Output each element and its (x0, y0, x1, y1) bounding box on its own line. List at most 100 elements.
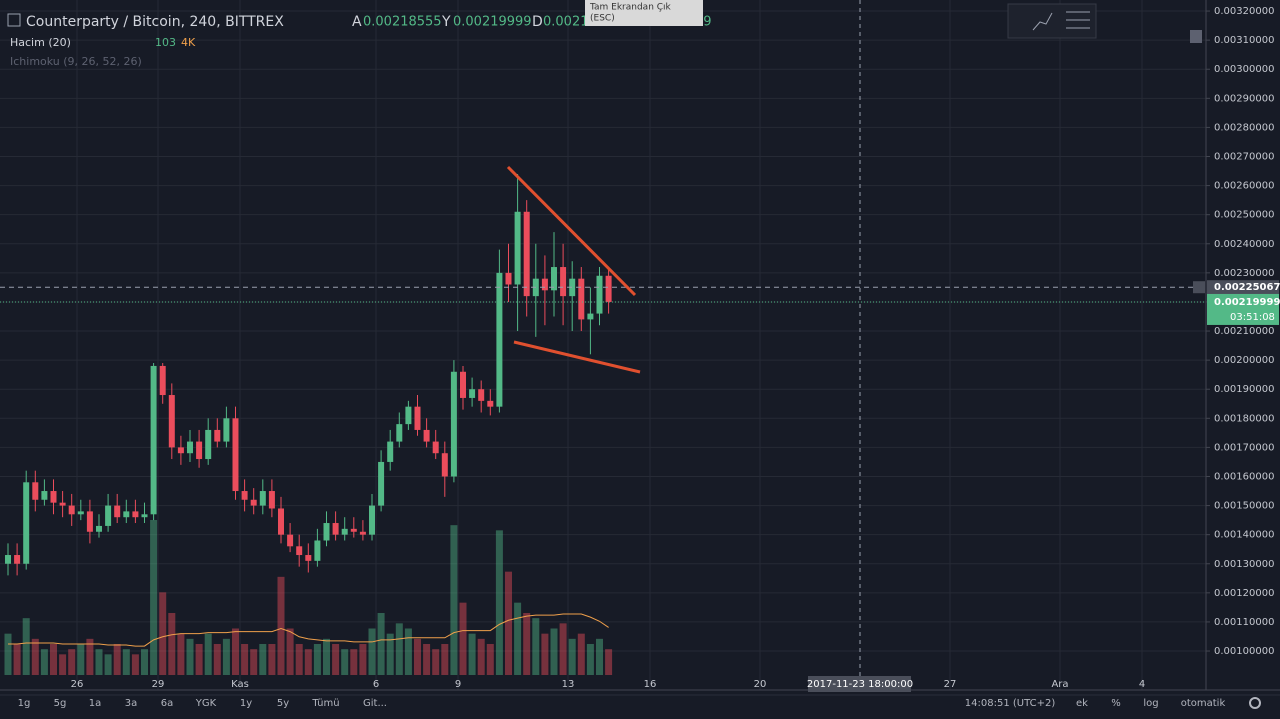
scroll-icon[interactable] (1190, 30, 1202, 43)
interval-button[interactable]: 1y (240, 698, 252, 709)
x-tick-label: 9 (455, 679, 461, 690)
candle-body (396, 424, 403, 442)
candle-body (77, 511, 84, 515)
volume-bar (341, 649, 349, 675)
volume-bar (505, 571, 512, 675)
candle-body (414, 406, 421, 430)
tooltip-text: Tam Ekrandan Çık (589, 3, 672, 13)
candle-body (232, 418, 239, 492)
interval-button[interactable]: 5g (54, 698, 67, 709)
drawing-toolbar[interactable] (1007, 3, 1097, 39)
candle-body (86, 511, 93, 532)
scale-option[interactable]: % (1111, 698, 1121, 709)
ohlc-key: A (352, 14, 362, 30)
x-tick-label: 4 (1139, 679, 1145, 690)
y-tick-label: 0.00200000 (1214, 355, 1274, 366)
marker-price-label: 0.00225067 (1214, 282, 1280, 293)
interval-button[interactable]: 1a (89, 698, 102, 709)
candle-body (205, 429, 212, 460)
interval-button[interactable]: YGK (195, 698, 217, 709)
plus-button[interactable] (1193, 281, 1205, 294)
y-tick-label: 0.00140000 (1214, 530, 1274, 541)
candle-body (32, 482, 39, 500)
countdown-label: 03:51:08 (1230, 312, 1275, 323)
volume-bar (559, 623, 567, 675)
volume-bar (31, 638, 39, 675)
volume-bar (213, 644, 221, 675)
candle-body (314, 540, 321, 561)
y-tick-label: 0.00130000 (1214, 559, 1274, 570)
candle-body (523, 211, 530, 297)
y-tick-label: 0.00190000 (1214, 384, 1274, 395)
volume-bar (550, 628, 558, 675)
x-tick-label: 16 (644, 679, 657, 690)
candle-body (223, 418, 230, 442)
candle-body (150, 365, 157, 515)
menu-icon[interactable] (1066, 11, 1090, 29)
symbol-title[interactable]: Counterparty / Bitcoin, 240, BITTREX (26, 14, 284, 30)
candle-body (551, 267, 557, 291)
candle-body (268, 491, 275, 509)
candle-body (114, 505, 121, 518)
x-tick-label: Kas (231, 679, 249, 690)
scale-option[interactable]: log (1143, 698, 1158, 709)
candle-body (332, 523, 339, 535)
collapse-icon[interactable] (7, 13, 21, 27)
interval-button[interactable]: Git... (363, 698, 387, 709)
candle-body (250, 499, 257, 506)
interval-button[interactable]: 6a (161, 698, 174, 709)
y-tick-label: 0.00180000 (1214, 413, 1274, 424)
candle-body (59, 502, 66, 506)
candle-body (514, 211, 521, 285)
candle-body (168, 395, 175, 448)
volume-bar (605, 649, 613, 675)
candle-body (460, 371, 466, 398)
interval-button[interactable]: 1g (18, 698, 31, 709)
candle-body (359, 531, 366, 535)
scale-option[interactable]: ek (1076, 698, 1088, 709)
candle-body (387, 441, 394, 462)
candle-body (478, 389, 485, 401)
x-tick-label: Ara (1051, 679, 1068, 690)
candle-body (287, 534, 294, 547)
ichimoku-label[interactable]: Ichimoku (9, 26, 52, 26) (10, 55, 142, 68)
x-tick-label: 20 (754, 679, 767, 690)
y-tick-label: 0.00100000 (1214, 646, 1274, 657)
volume-bar (40, 649, 48, 675)
y-tick-label: 0.00160000 (1214, 471, 1274, 482)
candle-body (605, 275, 612, 302)
candle-body (159, 365, 166, 396)
y-tick-label: 0.00280000 (1214, 122, 1274, 133)
candle-body (378, 461, 385, 506)
y-tick-label: 0.00110000 (1214, 617, 1274, 628)
candle-body (496, 272, 503, 407)
volume-bar (332, 644, 340, 675)
y-tick-label: 0.00210000 (1214, 326, 1274, 337)
candle-body (469, 389, 476, 398)
crosshair-time-box (808, 676, 911, 692)
volume-bar (268, 644, 276, 675)
interval-button[interactable]: Tümü (311, 698, 339, 709)
volume-bar (4, 633, 12, 675)
volume-bar (477, 638, 485, 675)
line-tool-icon[interactable] (1032, 12, 1053, 31)
candle-body (487, 400, 494, 407)
y-tick-label: 0.00240000 (1214, 239, 1274, 250)
volume-bar (186, 638, 194, 675)
candle-body (177, 447, 184, 454)
interval-button[interactable]: 3a (125, 698, 138, 709)
y-tick-label: 0.00230000 (1214, 268, 1274, 279)
scale-option[interactable]: otomatik (1181, 698, 1226, 709)
price-axis (1206, 0, 1280, 690)
interval-button[interactable]: 5y (277, 698, 289, 709)
volume-bar (523, 613, 531, 675)
candle-body (196, 441, 203, 460)
x-tick-label: 6 (373, 679, 379, 690)
candle-body (123, 511, 130, 518)
last-price-box (1207, 293, 1279, 325)
volume-indicator-label[interactable]: Hacim (20) (10, 36, 71, 49)
candle-body (341, 528, 348, 535)
settings-icon[interactable] (1249, 697, 1261, 709)
